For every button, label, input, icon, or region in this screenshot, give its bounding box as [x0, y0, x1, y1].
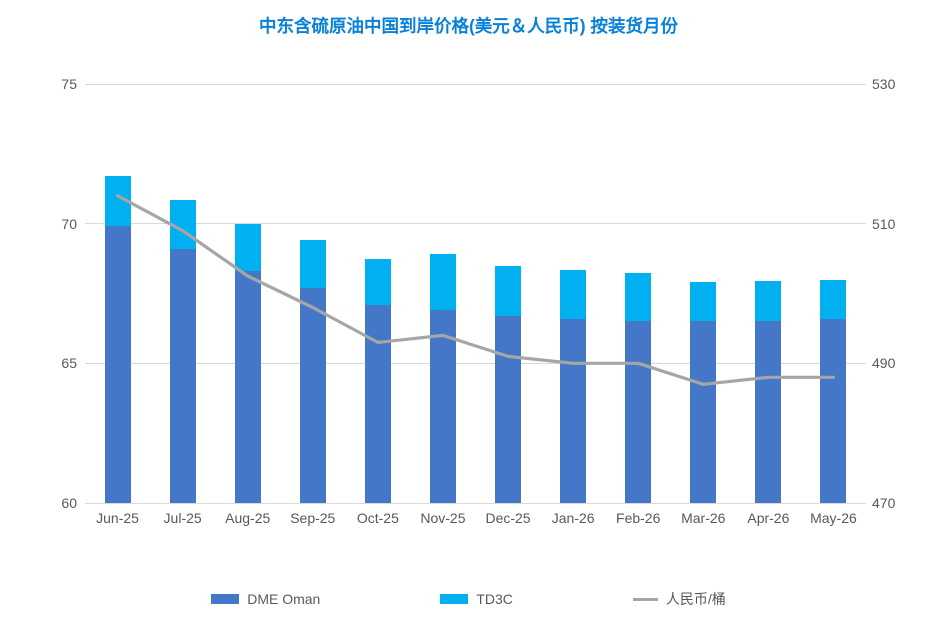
- y2-axis-tick-label: 530: [872, 76, 896, 92]
- x-axis-label: Aug-25: [225, 510, 271, 526]
- td3c-swatch-icon: [440, 594, 469, 604]
- x-axis-label: Dec-25: [485, 510, 531, 526]
- y-axis-tick-label: 75: [61, 76, 77, 92]
- x-axis-label: Jun-25: [96, 510, 139, 526]
- dme-oman-swatch-icon: [211, 594, 240, 604]
- x-axis-label: Feb-26: [616, 510, 661, 526]
- x-axis-label: Oct-25: [356, 510, 399, 526]
- bar-segment-dme-oman: [820, 318, 847, 503]
- legend-item-rmb-line: 人民币/桶: [632, 589, 726, 609]
- legend-label-dme-oman: DME Oman: [247, 591, 321, 607]
- bar-segment-td3c: [429, 254, 456, 311]
- y2-axis-tick-label: 470: [872, 495, 896, 511]
- gridline: [85, 362, 866, 364]
- bar-segment-dme-oman: [755, 321, 782, 503]
- bar-segment-dme-oman: [364, 304, 391, 503]
- x-axis-label: May-26: [810, 510, 857, 526]
- x-axis-label: Mar-26: [681, 510, 726, 526]
- chart-title: 中东含硫原油中国到岸价格(美元＆人民币) 按装货月份: [258, 16, 678, 36]
- bar-segment-dme-oman: [169, 248, 196, 503]
- bar-segment-td3c: [495, 265, 522, 316]
- y-axis-tick-label: 70: [61, 215, 77, 232]
- x-axis-label: Apr-26: [747, 510, 790, 526]
- gridline: [85, 223, 866, 225]
- bar-segment-td3c: [299, 240, 326, 288]
- bar-segment-dme-oman: [560, 318, 587, 503]
- bar-segment-dme-oman: [690, 321, 717, 503]
- x-axis-label: Jan-26: [551, 510, 595, 526]
- gridline: [85, 83, 866, 85]
- y2-axis-tick-label: 510: [872, 215, 896, 232]
- bar-segment-td3c: [625, 272, 652, 322]
- bar-segment-dme-oman: [429, 310, 456, 503]
- x-axis-label: Jul-25: [163, 510, 202, 526]
- bar-segment-td3c: [690, 282, 717, 322]
- gridline: [85, 502, 866, 504]
- bar-segment-td3c: [234, 223, 261, 272]
- legend-label-rmb-line: 人民币/桶: [665, 591, 726, 607]
- x-axis-label: Nov-25: [420, 510, 466, 526]
- legend-label-td3c: TD3C: [476, 591, 513, 607]
- bar-segment-dme-oman: [104, 226, 131, 503]
- legend-item-dme-oman: DME Oman: [211, 591, 320, 607]
- bar-segment-dme-oman: [299, 287, 326, 503]
- legend-item-td3c: TD3C: [440, 591, 513, 607]
- y-axis-tick-label: 65: [61, 355, 77, 372]
- y2-axis-tick-label: 490: [872, 355, 896, 372]
- bar-segment-td3c: [169, 199, 196, 249]
- bar-segment-td3c: [820, 279, 847, 319]
- bar-segment-dme-oman: [234, 271, 261, 503]
- bar-segment-dme-oman: [625, 321, 652, 503]
- legend: DME Oman TD3C 人民币/桶: [0, 589, 937, 609]
- y-axis-tick-label: 60: [61, 495, 77, 511]
- bar-segment-td3c: [755, 280, 782, 322]
- rmb-line-swatch-icon: [632, 597, 658, 601]
- x-axis-label: Sep-25: [290, 510, 336, 526]
- bar-segment-dme-oman: [495, 315, 522, 503]
- bar-segment-td3c: [364, 258, 391, 305]
- bar-segment-td3c: [560, 269, 587, 319]
- bar-segment-td3c: [104, 176, 131, 227]
